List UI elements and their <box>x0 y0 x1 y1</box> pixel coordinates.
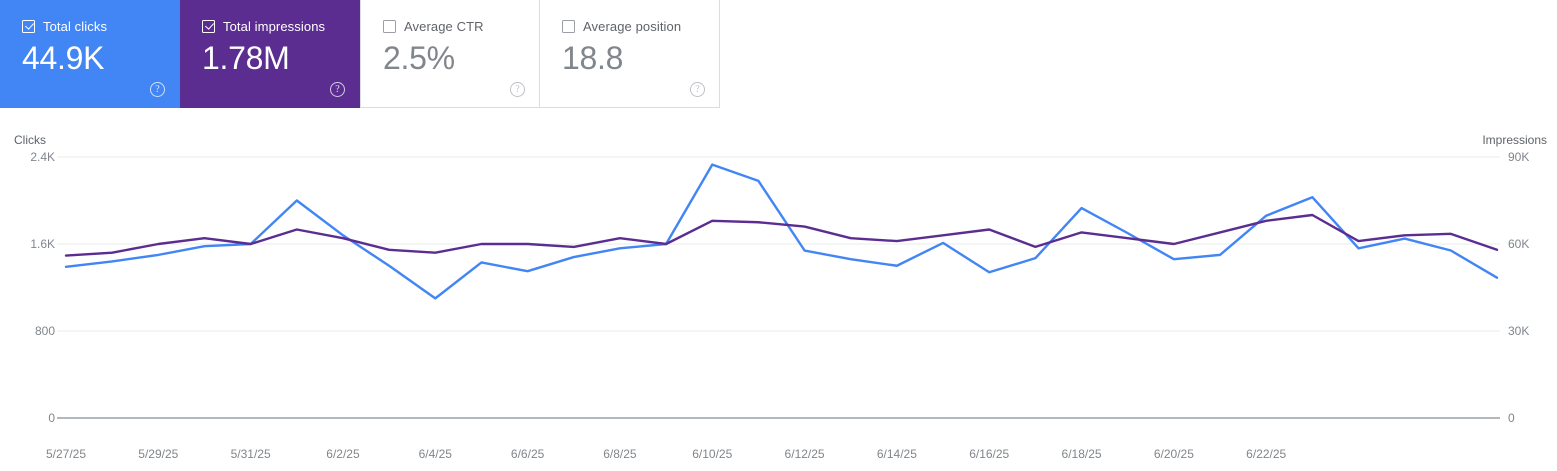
metric-card-total-clicks[interactable]: Total clicks 44.9K? <box>0 0 180 108</box>
help-icon[interactable]: ? <box>330 82 345 97</box>
metric-card-value: 1.78M <box>202 40 290 76</box>
metric-card-header: Average position <box>562 18 703 34</box>
left-axis-title: Clicks <box>14 133 46 147</box>
left-axis-tick-label: 800 <box>34 324 55 338</box>
right-axis-tick-label: 0 <box>1508 411 1515 425</box>
x-axis-tick-label: 5/29/25 <box>138 447 179 461</box>
x-axis-tick-label: 6/16/25 <box>969 447 1010 461</box>
metric-card-value: 44.9K <box>22 40 105 76</box>
metric-card-total-impressions[interactable]: Total impressions 1.78M? <box>180 0 360 108</box>
metric-card-header: Average CTR <box>383 18 523 34</box>
x-axis-tick-label: 5/31/25 <box>230 447 271 461</box>
x-axis-tick-label: 6/8/25 <box>603 447 637 461</box>
checkbox-icon-average-position[interactable] <box>562 19 575 33</box>
metric-card-average-position[interactable]: Average position 18.8? <box>540 0 720 108</box>
series-line-clicks[interactable] <box>64 163 1499 300</box>
x-axis-tick-label: 6/2/25 <box>326 447 360 461</box>
x-axis-tick-label: 6/18/25 <box>1061 447 1102 461</box>
metric-card-average-ctr[interactable]: Average CTR 2.5%? <box>360 0 540 108</box>
metric-card-label: Total clicks <box>43 18 108 34</box>
help-icon[interactable]: ? <box>150 82 165 97</box>
metric-card-label: Average CTR <box>404 18 484 34</box>
x-axis-tick-label: 6/4/25 <box>418 447 452 461</box>
metric-card-value: 2.5% <box>383 40 455 76</box>
metric-card-header: Total impressions <box>202 18 343 34</box>
x-axis-tick-label: 6/10/25 <box>692 447 733 461</box>
help-icon[interactable]: ? <box>510 82 525 97</box>
metric-cards-row: Total clicks 44.9K? Total impressions 1.78M… <box>0 0 720 108</box>
right-axis-tick-label: 60K <box>1508 237 1530 251</box>
checkbox-icon-total-impressions[interactable] <box>202 19 215 33</box>
right-axis-title: Impressions <box>1482 133 1547 147</box>
x-axis-tick-label: 6/6/25 <box>510 447 545 461</box>
series-line-impressions[interactable] <box>64 213 1499 257</box>
x-axis-tick-label: 6/14/25 <box>876 447 917 461</box>
checkbox-icon-total-clicks[interactable] <box>22 19 35 33</box>
left-axis-tick-label: 0 <box>48 411 55 425</box>
performance-chart: Clicks Impressions 0 800 1.6K 2.4K 0 30K 60K 9… <box>0 108 1557 471</box>
metric-card-label: Total impressions <box>223 18 326 34</box>
metric-card-value: 18.8 <box>562 40 624 76</box>
right-axis-tick-label: 30K <box>1508 324 1530 338</box>
x-axis-tick-label: 6/12/25 <box>784 447 825 461</box>
right-axis-tick-label: 90K <box>1508 150 1530 164</box>
chart-plot-svg <box>57 156 1500 419</box>
x-axis-tick-label: 5/27/25 <box>45 447 87 461</box>
checkbox-icon-average-ctr[interactable] <box>383 19 396 33</box>
x-axis-tick-label: 6/22/25 <box>1246 447 1287 461</box>
left-axis-tick-label: 1.6K <box>30 237 55 251</box>
left-axis-tick-label: 2.4K <box>30 150 55 164</box>
metric-card-label: Average position <box>583 18 682 34</box>
metric-card-header: Total clicks <box>22 18 163 34</box>
help-icon[interactable]: ? <box>690 82 705 97</box>
x-axis-tick-label: 6/20/25 <box>1153 447 1194 461</box>
